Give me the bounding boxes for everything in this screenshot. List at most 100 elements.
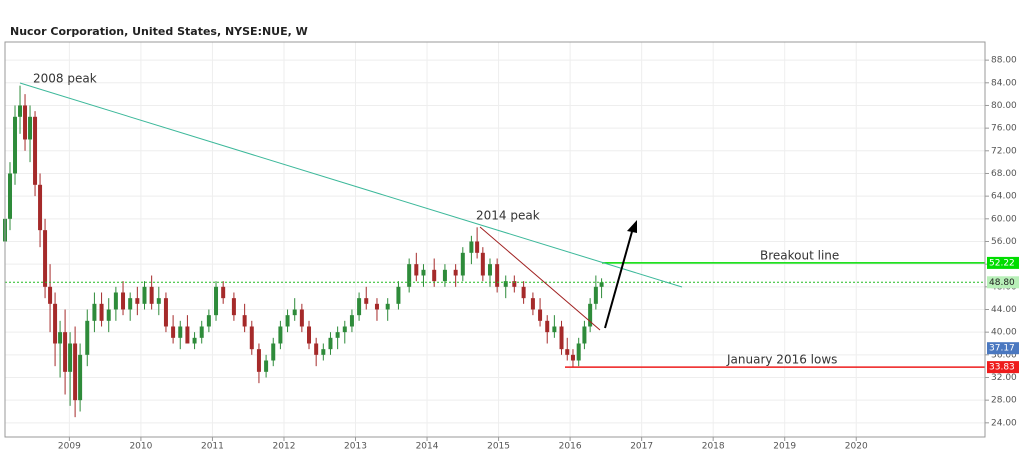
x-tick-label: 2009: [58, 442, 81, 452]
candle-body: [163, 298, 168, 327]
candle-body: [521, 286, 526, 299]
grid: 24.0028.0032.0036.0040.0044.0048.0052.00…: [5, 42, 1017, 452]
x-tick-label: 2018: [702, 442, 725, 452]
candle-body: [349, 315, 354, 327]
candle-body: [23, 105, 28, 140]
candle-body: [242, 315, 247, 327]
candle-body: [278, 326, 283, 344]
arrow-head: [627, 220, 637, 233]
candle-body: [121, 292, 126, 310]
y-tick-label: 72.00: [991, 146, 1017, 156]
level-tag: [987, 361, 1019, 374]
candle-body: [364, 298, 369, 304]
x-tick-label: 2012: [273, 442, 296, 452]
candle-body: [545, 320, 550, 333]
y-tick-label: 68.00: [991, 169, 1017, 179]
x-tick-label: 2017: [630, 442, 653, 452]
candle-body: [135, 298, 140, 304]
level-label: 48.80: [989, 278, 1015, 288]
candle-body: [570, 354, 575, 361]
x-tick-label: 2019: [773, 442, 796, 452]
x-tick-label: 2010: [129, 442, 152, 452]
levels: 52.22 48.80 37.17 33.83: [5, 256, 1019, 374]
candle-body: [249, 326, 254, 350]
candle-body: [8, 173, 13, 219]
candle-body: [214, 286, 219, 316]
y-tick-label: 64.00: [991, 192, 1017, 202]
y-tick-label: 40.00: [991, 328, 1017, 338]
candle-body: [206, 315, 211, 327]
candle-body: [149, 286, 154, 304]
y-tick-label: 44.00: [991, 305, 1017, 315]
candle-body: [171, 326, 176, 338]
annotation: 2008 peak: [33, 72, 97, 86]
x-tick-label: 2014: [416, 442, 439, 452]
candle-body: [33, 116, 38, 185]
trend-line: [19, 82, 683, 288]
x-tick-label: 2015: [487, 442, 510, 452]
candle-body: [475, 241, 480, 253]
candle-body: [156, 298, 161, 304]
candle-body: [63, 332, 68, 372]
candle-body: [256, 349, 261, 372]
candle-body: [559, 326, 564, 350]
candle-body: [285, 315, 290, 327]
candle-body: [335, 332, 340, 338]
candle-body: [106, 309, 111, 321]
y-tick-label: 36.00: [991, 350, 1017, 360]
candle-body: [99, 303, 104, 321]
candle-body: [92, 303, 97, 321]
y-tick-label: 60.00: [991, 214, 1017, 224]
y-tick-label: 28.00: [991, 396, 1017, 406]
y-tick-label: 32.00: [991, 373, 1017, 383]
y-tick-label: 56.00: [991, 237, 1017, 247]
candle-body: [414, 264, 419, 276]
chart-title: Nucor Corporation, United States, NYSE:N…: [10, 25, 308, 38]
candle-body: [78, 354, 83, 401]
candle-body: [469, 241, 474, 253]
candle-body: [357, 298, 362, 316]
y-tick-label: 76.00: [991, 124, 1017, 134]
y-tick-label: 24.00: [991, 418, 1017, 428]
candle-body: [487, 264, 492, 276]
candle-body: [530, 298, 535, 310]
level-tag: [987, 342, 1019, 355]
candle-body: [58, 332, 63, 344]
candle-body: [264, 360, 269, 372]
candle-body: [128, 298, 133, 310]
candle-body: [231, 298, 236, 316]
level-label: 52.22: [989, 258, 1015, 268]
trend-line: [479, 226, 601, 331]
candle-body: [314, 343, 319, 355]
candle-body: [432, 269, 437, 282]
level-tag: [987, 256, 1019, 269]
candle-body: [512, 281, 517, 287]
candle-body: [307, 326, 312, 344]
candle-body: [328, 337, 333, 350]
candle-body: [593, 286, 598, 304]
candle-body: [442, 269, 447, 282]
candle-body: [192, 337, 197, 344]
annotation: January 2016 lows: [726, 353, 837, 367]
candle-body: [495, 264, 500, 287]
candle-body: [385, 303, 390, 310]
candle-body: [407, 264, 412, 287]
candle-body: [13, 116, 18, 174]
candle-body: [342, 326, 347, 333]
candle-body: [73, 343, 78, 401]
annotation: Breakout line: [760, 249, 839, 263]
x-tick-label: 2020: [845, 442, 868, 452]
plot-frame: [4, 41, 986, 438]
candle-body: [53, 303, 58, 344]
candle-body: [599, 282, 604, 287]
candle-body: [113, 292, 118, 310]
level-label: 33.83: [989, 363, 1015, 373]
candle-body: [185, 326, 190, 344]
candle-body: [421, 269, 426, 276]
candle-body: [221, 286, 226, 299]
candle-body: [480, 252, 485, 276]
x-tick-label: 2016: [559, 442, 582, 452]
candle-body: [28, 116, 33, 140]
